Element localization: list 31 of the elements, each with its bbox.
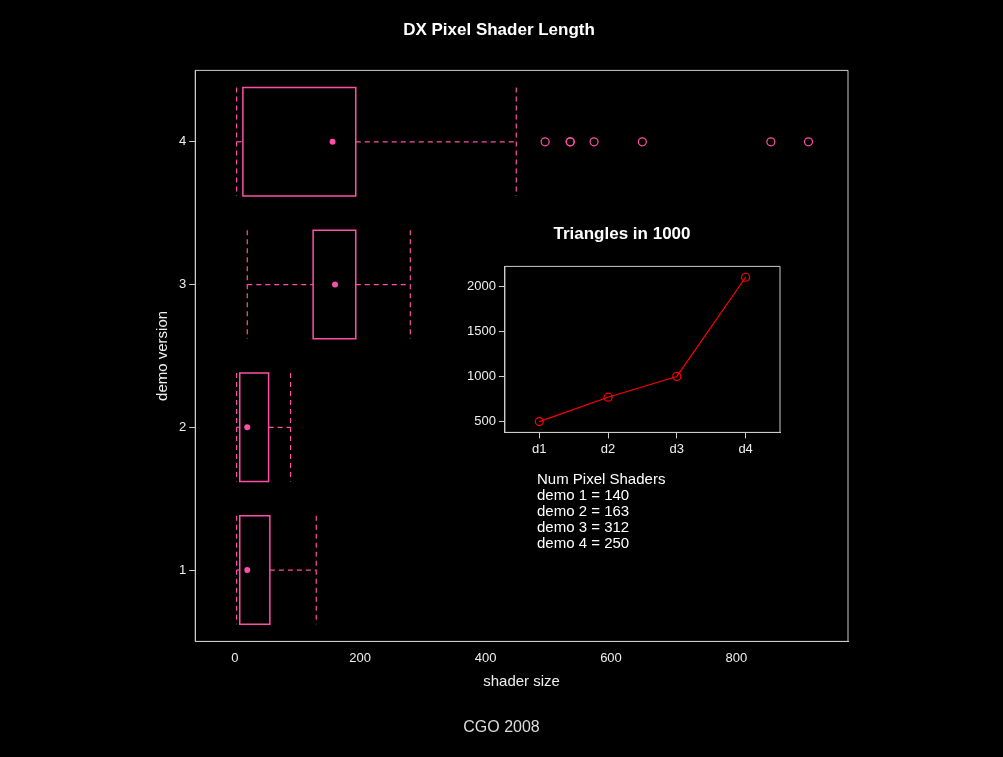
- x-tick-label: 200: [349, 649, 371, 665]
- y-tick-label: 3: [179, 276, 187, 292]
- chart-title: Triangles in 1000: [553, 223, 691, 243]
- x-tick-label: d1: [532, 440, 547, 456]
- x-axis-title: shader size: [483, 672, 560, 690]
- y-tick-label: 500: [474, 413, 496, 429]
- x-tick-label: 400: [474, 649, 497, 665]
- x-tick-label: 0: [231, 649, 239, 665]
- annotation: demo 4 = 250: [537, 534, 631, 551]
- y-axis-title: demo version: [153, 310, 171, 401]
- y-tick-label: 2000: [467, 277, 496, 293]
- text: CGO 2008: [462, 718, 541, 736]
- y-tick-label: 1: [179, 561, 187, 577]
- y-tick-label: 2: [179, 418, 187, 434]
- x-tick-label: d4: [738, 440, 753, 456]
- y-tick-label: 1500: [467, 322, 496, 338]
- x-tick-label: 800: [725, 649, 748, 665]
- y-tick-label: 4: [179, 133, 187, 149]
- x-tick-label: d3: [669, 440, 685, 456]
- point: [741, 272, 751, 282]
- chart-title: DX Pixel Shader Length: [403, 19, 595, 39]
- annotation: Num Pixel Shaders: [537, 470, 666, 487]
- annotation: demo 3 = 312: [537, 518, 631, 535]
- x-tick-label: d2: [600, 440, 616, 456]
- point: [672, 371, 682, 382]
- point: [534, 416, 544, 427]
- annotation: demo 2 = 163: [537, 502, 631, 519]
- y-tick-label: 1000: [467, 368, 496, 384]
- x-tick-label: 600: [600, 649, 622, 665]
- point: [603, 392, 613, 402]
- annotation: demo 1 = 140: [537, 486, 631, 503]
